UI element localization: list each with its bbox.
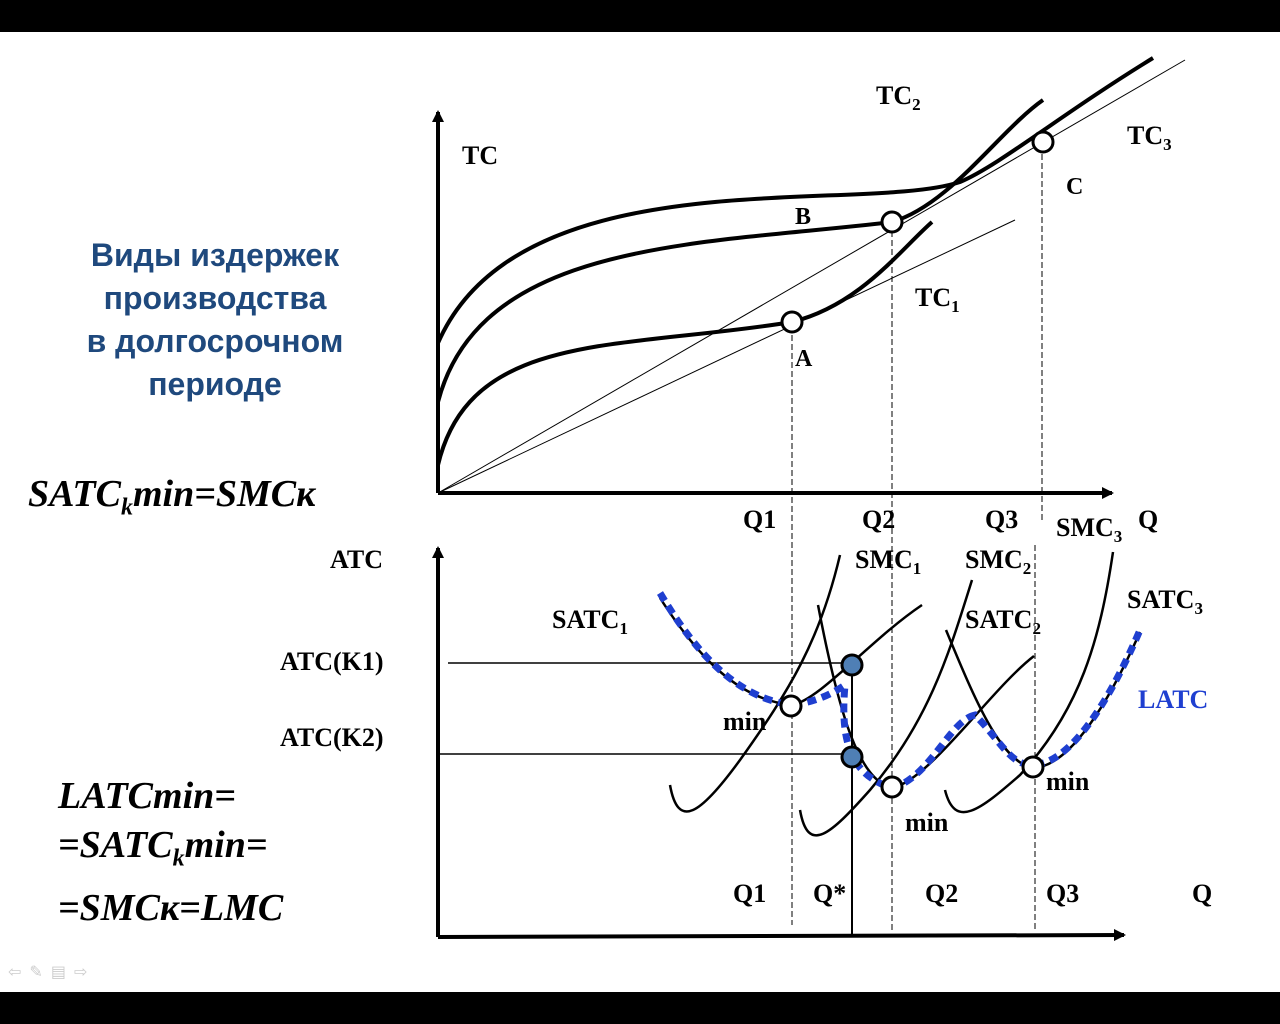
latc-label: LATC	[1138, 685, 1208, 714]
atc-k2-point	[840, 745, 864, 769]
level-label-k2: ATC(K2)	[280, 723, 384, 752]
top-x-label: Q	[1138, 505, 1158, 534]
pen-icon[interactable]: ✎	[29, 962, 51, 981]
tc3-curve	[436, 56, 1155, 344]
title-line: периоде	[148, 366, 282, 402]
point-b	[880, 210, 904, 234]
top-tick-q1: Q1	[743, 505, 776, 534]
menu-icon[interactable]: ▤	[50, 962, 74, 981]
tc2-label: TC2	[876, 81, 921, 114]
tc1-curve	[436, 220, 934, 466]
formula-line: =SMCк=LMC	[58, 886, 284, 929]
back-arrow-icon[interactable]: ⇦	[8, 962, 30, 981]
point-c-label: C	[1066, 174, 1083, 200]
smc2-label: SMC2	[965, 545, 1031, 578]
top-tick-q2: Q2	[862, 505, 895, 534]
min-point-1	[779, 694, 803, 718]
top-y-label: TC	[462, 141, 498, 170]
min-label-3: min	[1046, 767, 1090, 796]
min-point-2	[880, 775, 904, 799]
atc-k1-point	[840, 653, 864, 677]
formula-line: =SATCkmin=	[58, 824, 268, 872]
satc3-label: SATC3	[1127, 585, 1203, 618]
tc1-label: TC1	[915, 283, 960, 316]
point-b-label: B	[795, 204, 811, 230]
title-line: Виды издержек	[90, 237, 340, 273]
bottom-tick-q3: Q3	[1046, 879, 1079, 908]
top-tick-q3: Q3	[985, 505, 1018, 534]
bottom-x-label: Q	[1192, 879, 1212, 908]
slide	[0, 32, 1280, 992]
min-label-2: min	[905, 808, 949, 837]
bottom-x-axis	[437, 929, 1126, 942]
min-label-1: min	[723, 707, 767, 736]
point-a	[780, 310, 804, 334]
tc2-curve	[436, 98, 1045, 403]
slide-title: Виды издержек производства в долгосрочно…	[40, 234, 390, 406]
point-c	[1031, 130, 1055, 154]
title-line: производства	[103, 280, 327, 316]
ray-line-2	[437, 59, 1186, 494]
min-point-3	[1021, 755, 1045, 779]
ray-line-1	[437, 219, 1016, 494]
smc2-curve	[798, 579, 974, 837]
bottom-tick-q2: Q2	[925, 879, 958, 908]
tc3-label: TC3	[1127, 121, 1172, 154]
satc2-label: SATC2	[965, 605, 1041, 638]
formula-satc-smc: SATCkmin=SMCк	[28, 473, 316, 521]
bottom-tick-qstar: Q*	[813, 879, 846, 908]
slide-nav: ⇦✎▤⇨	[8, 962, 95, 981]
title-line: в долгосрочном	[86, 323, 344, 359]
formula-line: LATCmin=	[58, 775, 236, 817]
bottom-y-label: ATC	[330, 545, 383, 574]
smc3-label: SMC3	[1056, 513, 1122, 546]
level-label-k1: ATC(K1)	[280, 647, 384, 676]
bottom-tick-q1: Q1	[733, 879, 766, 908]
point-a-label: A	[795, 346, 813, 372]
smc1-label: SMC1	[855, 545, 921, 578]
satc1-label: SATC1	[552, 605, 628, 638]
formula-latc: LATCmin= =SATCkmin= =SMCк=LMC	[58, 772, 283, 933]
forward-arrow-icon[interactable]: ⇨	[73, 962, 96, 981]
satc1-curve	[658, 597, 923, 707]
smc1-curve	[668, 554, 842, 813]
